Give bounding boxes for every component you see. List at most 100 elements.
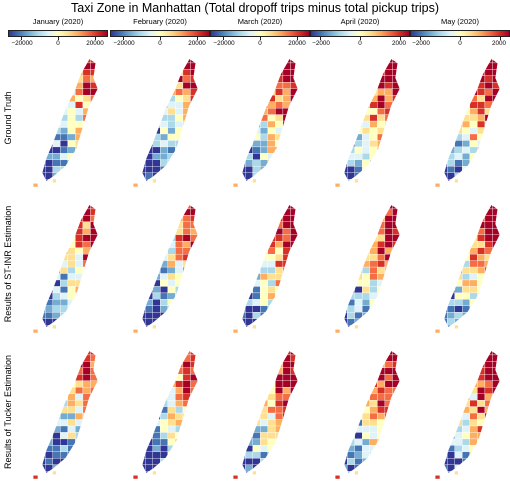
taxi-zone xyxy=(190,380,198,388)
taxi-zone xyxy=(282,215,291,223)
taxi-zone xyxy=(344,260,348,268)
taxi-zone xyxy=(52,292,61,300)
taxi-zone xyxy=(454,432,463,440)
taxi-zone xyxy=(175,464,184,472)
taxi-zone xyxy=(75,101,84,109)
taxi-zone xyxy=(444,354,448,362)
taxi-zone xyxy=(362,279,371,287)
taxi-zone xyxy=(454,299,463,307)
taxi-zone xyxy=(82,425,91,433)
taxi-zone xyxy=(462,412,471,420)
taxi-zone xyxy=(297,325,298,328)
taxi-zone xyxy=(197,438,198,446)
taxi-zone xyxy=(267,260,276,268)
taxi-zone xyxy=(90,458,98,465)
taxi-zone xyxy=(42,114,46,122)
taxi-zone xyxy=(444,253,448,261)
taxi-zone xyxy=(297,374,298,381)
taxi-zone xyxy=(499,179,500,182)
taxi-zone xyxy=(362,380,371,388)
taxi-zone xyxy=(484,325,493,328)
taxi-zone xyxy=(245,172,253,180)
taxi-zone xyxy=(297,354,298,362)
taxi-zone xyxy=(145,247,153,255)
taxi-zone xyxy=(260,350,269,356)
taxi-zone xyxy=(167,350,176,356)
taxi-zone xyxy=(447,399,455,407)
taxi-zone xyxy=(42,140,46,148)
taxi-zone xyxy=(242,299,246,307)
taxi-zone xyxy=(167,82,176,89)
taxi-zone xyxy=(447,438,455,446)
taxi-zone xyxy=(252,208,261,216)
taxi-zone xyxy=(282,82,291,89)
taxi-zone xyxy=(392,253,400,261)
taxi-zone xyxy=(369,325,378,328)
taxi-zone xyxy=(369,464,378,472)
taxi-zone xyxy=(399,208,400,216)
manhattan-map xyxy=(133,204,199,333)
taxi-zone xyxy=(282,292,291,300)
taxi-zone xyxy=(347,62,355,70)
taxi-zone xyxy=(444,204,448,210)
taxi-zone xyxy=(399,367,400,375)
taxi-zone xyxy=(469,464,478,472)
taxi-zone xyxy=(242,204,246,210)
taxi-zone xyxy=(245,247,253,255)
taxi-zone xyxy=(267,286,276,294)
taxi-zone xyxy=(369,75,378,83)
taxi-zone xyxy=(499,380,500,388)
taxi-zone xyxy=(245,204,253,210)
taxi-zone xyxy=(347,127,355,135)
taxi-zone xyxy=(190,445,198,453)
taxi-zone xyxy=(462,172,471,180)
taxi-zone xyxy=(369,312,378,319)
taxi-zone xyxy=(369,101,378,109)
taxi-zone xyxy=(469,228,478,235)
taxi-zone xyxy=(282,279,291,287)
taxi-zone xyxy=(369,221,378,229)
taxi-zone xyxy=(492,234,500,242)
taxi-zone xyxy=(267,279,276,287)
taxi-zone xyxy=(160,445,169,453)
taxi-zone xyxy=(190,234,198,242)
taxi-zone xyxy=(447,127,455,135)
taxi-zone xyxy=(160,350,169,356)
taxi-zone xyxy=(52,432,61,440)
taxi-zone xyxy=(175,354,184,362)
taxi-zone xyxy=(42,101,46,109)
taxi-zone xyxy=(362,451,371,459)
taxi-zone xyxy=(45,412,53,420)
taxi-zone xyxy=(245,101,253,109)
taxi-zone xyxy=(344,325,348,328)
taxi-zone xyxy=(484,273,493,281)
taxi-zone xyxy=(45,445,53,453)
taxi-zone xyxy=(182,292,191,300)
taxi-zone xyxy=(399,325,400,328)
taxi-zone xyxy=(447,419,455,427)
taxi-zone xyxy=(484,361,493,369)
taxi-zone xyxy=(260,412,269,420)
taxi-zone xyxy=(297,114,298,122)
manhattan-map xyxy=(335,58,401,187)
taxi-zone xyxy=(142,146,146,154)
taxi-zone xyxy=(484,312,493,319)
taxi-zone xyxy=(252,399,261,407)
taxi-zone xyxy=(145,253,153,261)
taxi-zone xyxy=(275,120,284,128)
taxi-zone xyxy=(444,179,448,182)
taxi-zone xyxy=(354,361,363,369)
taxi-zone xyxy=(499,204,500,210)
island-zone xyxy=(33,475,38,479)
taxi-zone xyxy=(97,208,98,216)
taxi-zone xyxy=(354,299,363,307)
taxi-zone xyxy=(297,101,298,109)
taxi-zone xyxy=(499,215,500,223)
taxi-zone xyxy=(197,432,198,440)
taxi-zone xyxy=(399,318,400,326)
taxi-zone xyxy=(67,425,76,433)
taxi-zone xyxy=(354,260,363,268)
taxi-zone xyxy=(182,464,191,472)
taxi-zone xyxy=(290,266,298,274)
taxi-zone xyxy=(152,374,161,381)
